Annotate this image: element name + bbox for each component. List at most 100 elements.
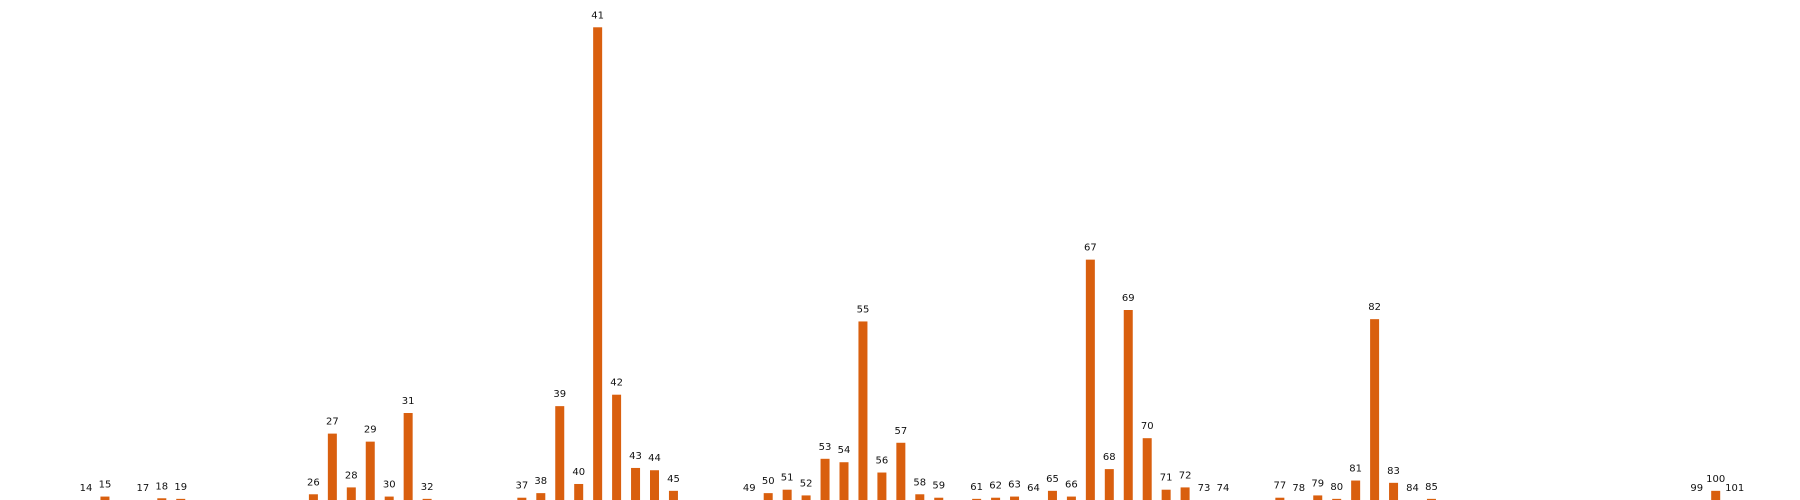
bar-65 <box>1047 490 1057 500</box>
bar-label-41: 41 <box>591 10 604 21</box>
bar-62 <box>991 497 1001 500</box>
bar-72 <box>1180 487 1190 500</box>
bar-label-38: 38 <box>534 476 547 487</box>
bar-label-45: 45 <box>667 474 680 485</box>
bar-31 <box>403 413 413 500</box>
bar-70 <box>1142 438 1152 500</box>
bar-38 <box>536 493 546 500</box>
bar-label-32: 32 <box>421 482 434 493</box>
bar-label-58: 58 <box>913 477 926 488</box>
bar-42 <box>612 394 622 500</box>
bar-label-14: 14 <box>80 483 93 494</box>
bar-67 <box>1085 259 1095 500</box>
bar-label-57: 57 <box>894 426 907 437</box>
bar-label-37: 37 <box>515 481 528 492</box>
bar-label-17: 17 <box>136 483 149 494</box>
bar-51 <box>782 489 792 500</box>
bar-label-42: 42 <box>610 378 623 389</box>
bar-label-49: 49 <box>743 483 756 494</box>
bar-label-85: 85 <box>1425 482 1438 493</box>
bar-label-43: 43 <box>629 451 642 462</box>
bar-label-28: 28 <box>345 470 358 481</box>
bar-44 <box>650 470 659 500</box>
bar-32 <box>422 498 432 500</box>
bar-label-27: 27 <box>326 417 339 428</box>
bar-69 <box>1123 310 1133 500</box>
bar-label-83: 83 <box>1387 466 1400 477</box>
bar-37 <box>517 497 527 500</box>
bar-29 <box>365 441 375 500</box>
bar-26 <box>308 494 318 500</box>
labels-group: 14 15 17 18 19 26 27 28 29 30 31 32 37 38 39 40 41 42 43 44… <box>80 10 1745 494</box>
bar-label-64: 64 <box>1027 483 1040 494</box>
bar-label-100: 100 <box>1706 474 1725 485</box>
bar-label-77: 77 <box>1273 481 1286 492</box>
bar-57 <box>896 442 906 500</box>
bar-label-52: 52 <box>800 478 813 489</box>
bar-58 <box>915 494 925 500</box>
bar-82 <box>1370 319 1380 500</box>
bar-label-30: 30 <box>383 480 396 491</box>
bar-label-66: 66 <box>1065 480 1078 491</box>
bar-45 <box>668 490 678 500</box>
bar-label-50: 50 <box>762 476 775 487</box>
bar-label-84: 84 <box>1406 483 1419 494</box>
bar-label-67: 67 <box>1084 243 1097 254</box>
bar-66 <box>1066 496 1076 500</box>
bar-52 <box>801 495 811 500</box>
bar-label-80: 80 <box>1330 482 1343 493</box>
bar-27 <box>327 433 337 500</box>
bar-79 <box>1313 495 1323 500</box>
bar-label-39: 39 <box>553 389 566 400</box>
bar-label-71: 71 <box>1160 473 1173 484</box>
bar-label-62: 62 <box>989 481 1002 492</box>
bar-18 <box>157 498 167 500</box>
bar-28 <box>346 487 356 500</box>
bar-label-68: 68 <box>1103 452 1116 463</box>
bar-label-26: 26 <box>307 477 320 488</box>
bar-53 <box>820 458 830 500</box>
bar-39 <box>555 406 565 500</box>
bar-40 <box>574 483 584 500</box>
bar-77 <box>1275 497 1285 500</box>
bar-label-31: 31 <box>402 396 415 407</box>
bar-label-61: 61 <box>970 482 983 493</box>
bar-label-18: 18 <box>155 481 168 492</box>
bar-label-40: 40 <box>572 467 585 478</box>
bar-label-56: 56 <box>876 456 889 467</box>
bar-50 <box>763 493 773 500</box>
bar-19 <box>176 498 186 500</box>
bar-80 <box>1332 498 1342 500</box>
bar-71 <box>1161 489 1171 500</box>
bar-label-73: 73 <box>1198 483 1211 494</box>
bar-label-78: 78 <box>1292 483 1305 494</box>
bar-label-74: 74 <box>1217 483 1230 494</box>
bar-label-81: 81 <box>1349 464 1362 475</box>
bar-label-65: 65 <box>1046 474 1059 485</box>
bar-100 <box>1711 490 1721 500</box>
bar-85 <box>1426 498 1436 500</box>
bar-56 <box>877 472 887 500</box>
bar-label-82: 82 <box>1368 302 1381 313</box>
bar-59 <box>934 497 944 500</box>
bar-label-59: 59 <box>932 481 945 492</box>
bar-label-53: 53 <box>819 442 832 453</box>
bar-label-19: 19 <box>174 482 187 493</box>
bar-label-29: 29 <box>364 425 377 436</box>
bar-label-54: 54 <box>838 445 851 456</box>
bar-label-63: 63 <box>1008 480 1021 491</box>
bar-label-79: 79 <box>1311 478 1324 489</box>
bar-15 <box>100 496 110 500</box>
bar-label-70: 70 <box>1141 421 1154 432</box>
bar-43 <box>631 467 641 500</box>
bar-label-51: 51 <box>781 473 794 484</box>
bar-41 <box>593 27 603 500</box>
bar-label-55: 55 <box>857 304 870 315</box>
bar-label-15: 15 <box>99 480 112 491</box>
bar-81 <box>1351 480 1361 500</box>
bar-55 <box>858 321 868 500</box>
bar-63 <box>1010 496 1020 500</box>
bars-group <box>100 27 1721 500</box>
bar-label-69: 69 <box>1122 293 1135 304</box>
